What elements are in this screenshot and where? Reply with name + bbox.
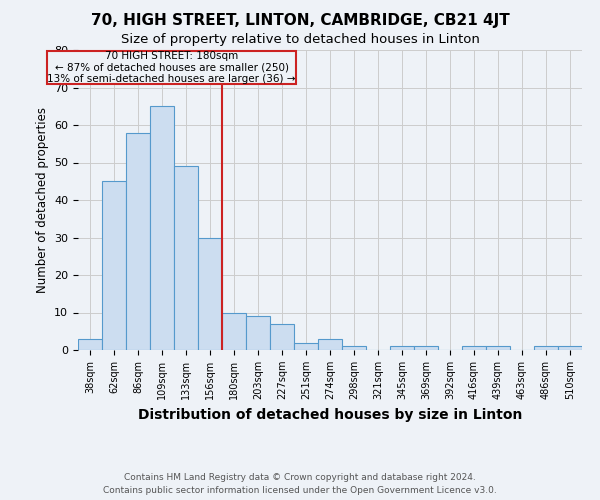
Text: 70, HIGH STREET, LINTON, CAMBRIDGE, CB21 4JT: 70, HIGH STREET, LINTON, CAMBRIDGE, CB21…	[91, 12, 509, 28]
Bar	[534, 346, 558, 350]
Bar	[150, 106, 174, 350]
Bar	[198, 238, 222, 350]
Bar	[342, 346, 366, 350]
X-axis label: Distribution of detached houses by size in Linton: Distribution of detached houses by size …	[138, 408, 522, 422]
Bar	[126, 132, 150, 350]
Bar	[294, 342, 318, 350]
Bar	[102, 181, 126, 350]
Text: Contains public sector information licensed under the Open Government Licence v3: Contains public sector information licen…	[103, 486, 497, 495]
Bar	[390, 346, 414, 350]
Bar	[558, 346, 582, 350]
Text: 70 HIGH STREET: 180sqm
← 87% of detached houses are smaller (250)
13% of semi-de: 70 HIGH STREET: 180sqm ← 87% of detached…	[47, 51, 296, 84]
Bar	[174, 166, 198, 350]
Bar	[318, 339, 342, 350]
Bar	[222, 312, 246, 350]
Bar	[414, 346, 438, 350]
Bar	[246, 316, 270, 350]
Text: Size of property relative to detached houses in Linton: Size of property relative to detached ho…	[121, 32, 479, 46]
Bar	[78, 339, 102, 350]
Bar	[486, 346, 510, 350]
Bar	[462, 346, 486, 350]
Bar	[270, 324, 294, 350]
Y-axis label: Number of detached properties: Number of detached properties	[35, 107, 49, 293]
Text: Contains HM Land Registry data © Crown copyright and database right 2024.: Contains HM Land Registry data © Crown c…	[124, 472, 476, 482]
